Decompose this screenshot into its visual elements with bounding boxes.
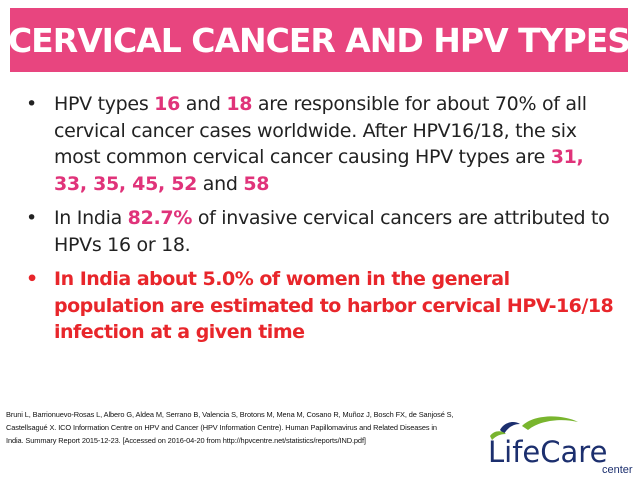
bullet-india-percent: • In India 82.7% of invasive cervical ca… xyxy=(22,205,622,258)
title-banner: CERVICAL CANCER AND HPV TYPES xyxy=(7,8,631,72)
bullet-icon: • xyxy=(26,268,38,290)
bullet-text: of invasive cervical cancers are attribu… xyxy=(54,207,610,256)
highlight-hpv-list: 31, 33, 35, 45, 52 xyxy=(54,146,584,195)
bullet-text: are responsible for about 70% of all cer… xyxy=(54,93,587,168)
bullet-hpv-types: • HPV types 16 and 18 are responsible fo… xyxy=(22,91,622,197)
lifecare-logo-icon: LifeCare center xyxy=(488,416,633,476)
bullet-text: In India about 5.0% of women in the gene… xyxy=(54,268,614,343)
highlight-percent: 82.7% xyxy=(127,207,193,229)
bullet-text: and xyxy=(180,93,227,115)
bullet-text: HPV types xyxy=(54,93,155,115)
lifecare-logo: LifeCare center xyxy=(482,416,634,476)
citation-text: Bruni L, Barrionuevo-Rosas L, Albero G, … xyxy=(6,410,454,445)
bullet-icon: • xyxy=(26,93,37,115)
page-title: CERVICAL CANCER AND HPV TYPES xyxy=(7,20,631,60)
highlight-hpv58: 58 xyxy=(243,172,270,195)
bullet-icon: • xyxy=(26,207,37,229)
bullet-text: and xyxy=(197,172,244,195)
bullet-text: In India xyxy=(54,207,128,229)
highlight-hpv16: 16 xyxy=(154,93,181,115)
highlight-hpv18: 18 xyxy=(226,93,253,115)
bullet-list: • HPV types 16 and 18 are responsible fo… xyxy=(22,91,622,354)
bullet-india-prevalence: • In India about 5.0% of women in the ge… xyxy=(22,266,622,346)
logo-wordmark: LifeCare xyxy=(488,435,607,469)
logo-subtitle: center xyxy=(602,464,633,476)
